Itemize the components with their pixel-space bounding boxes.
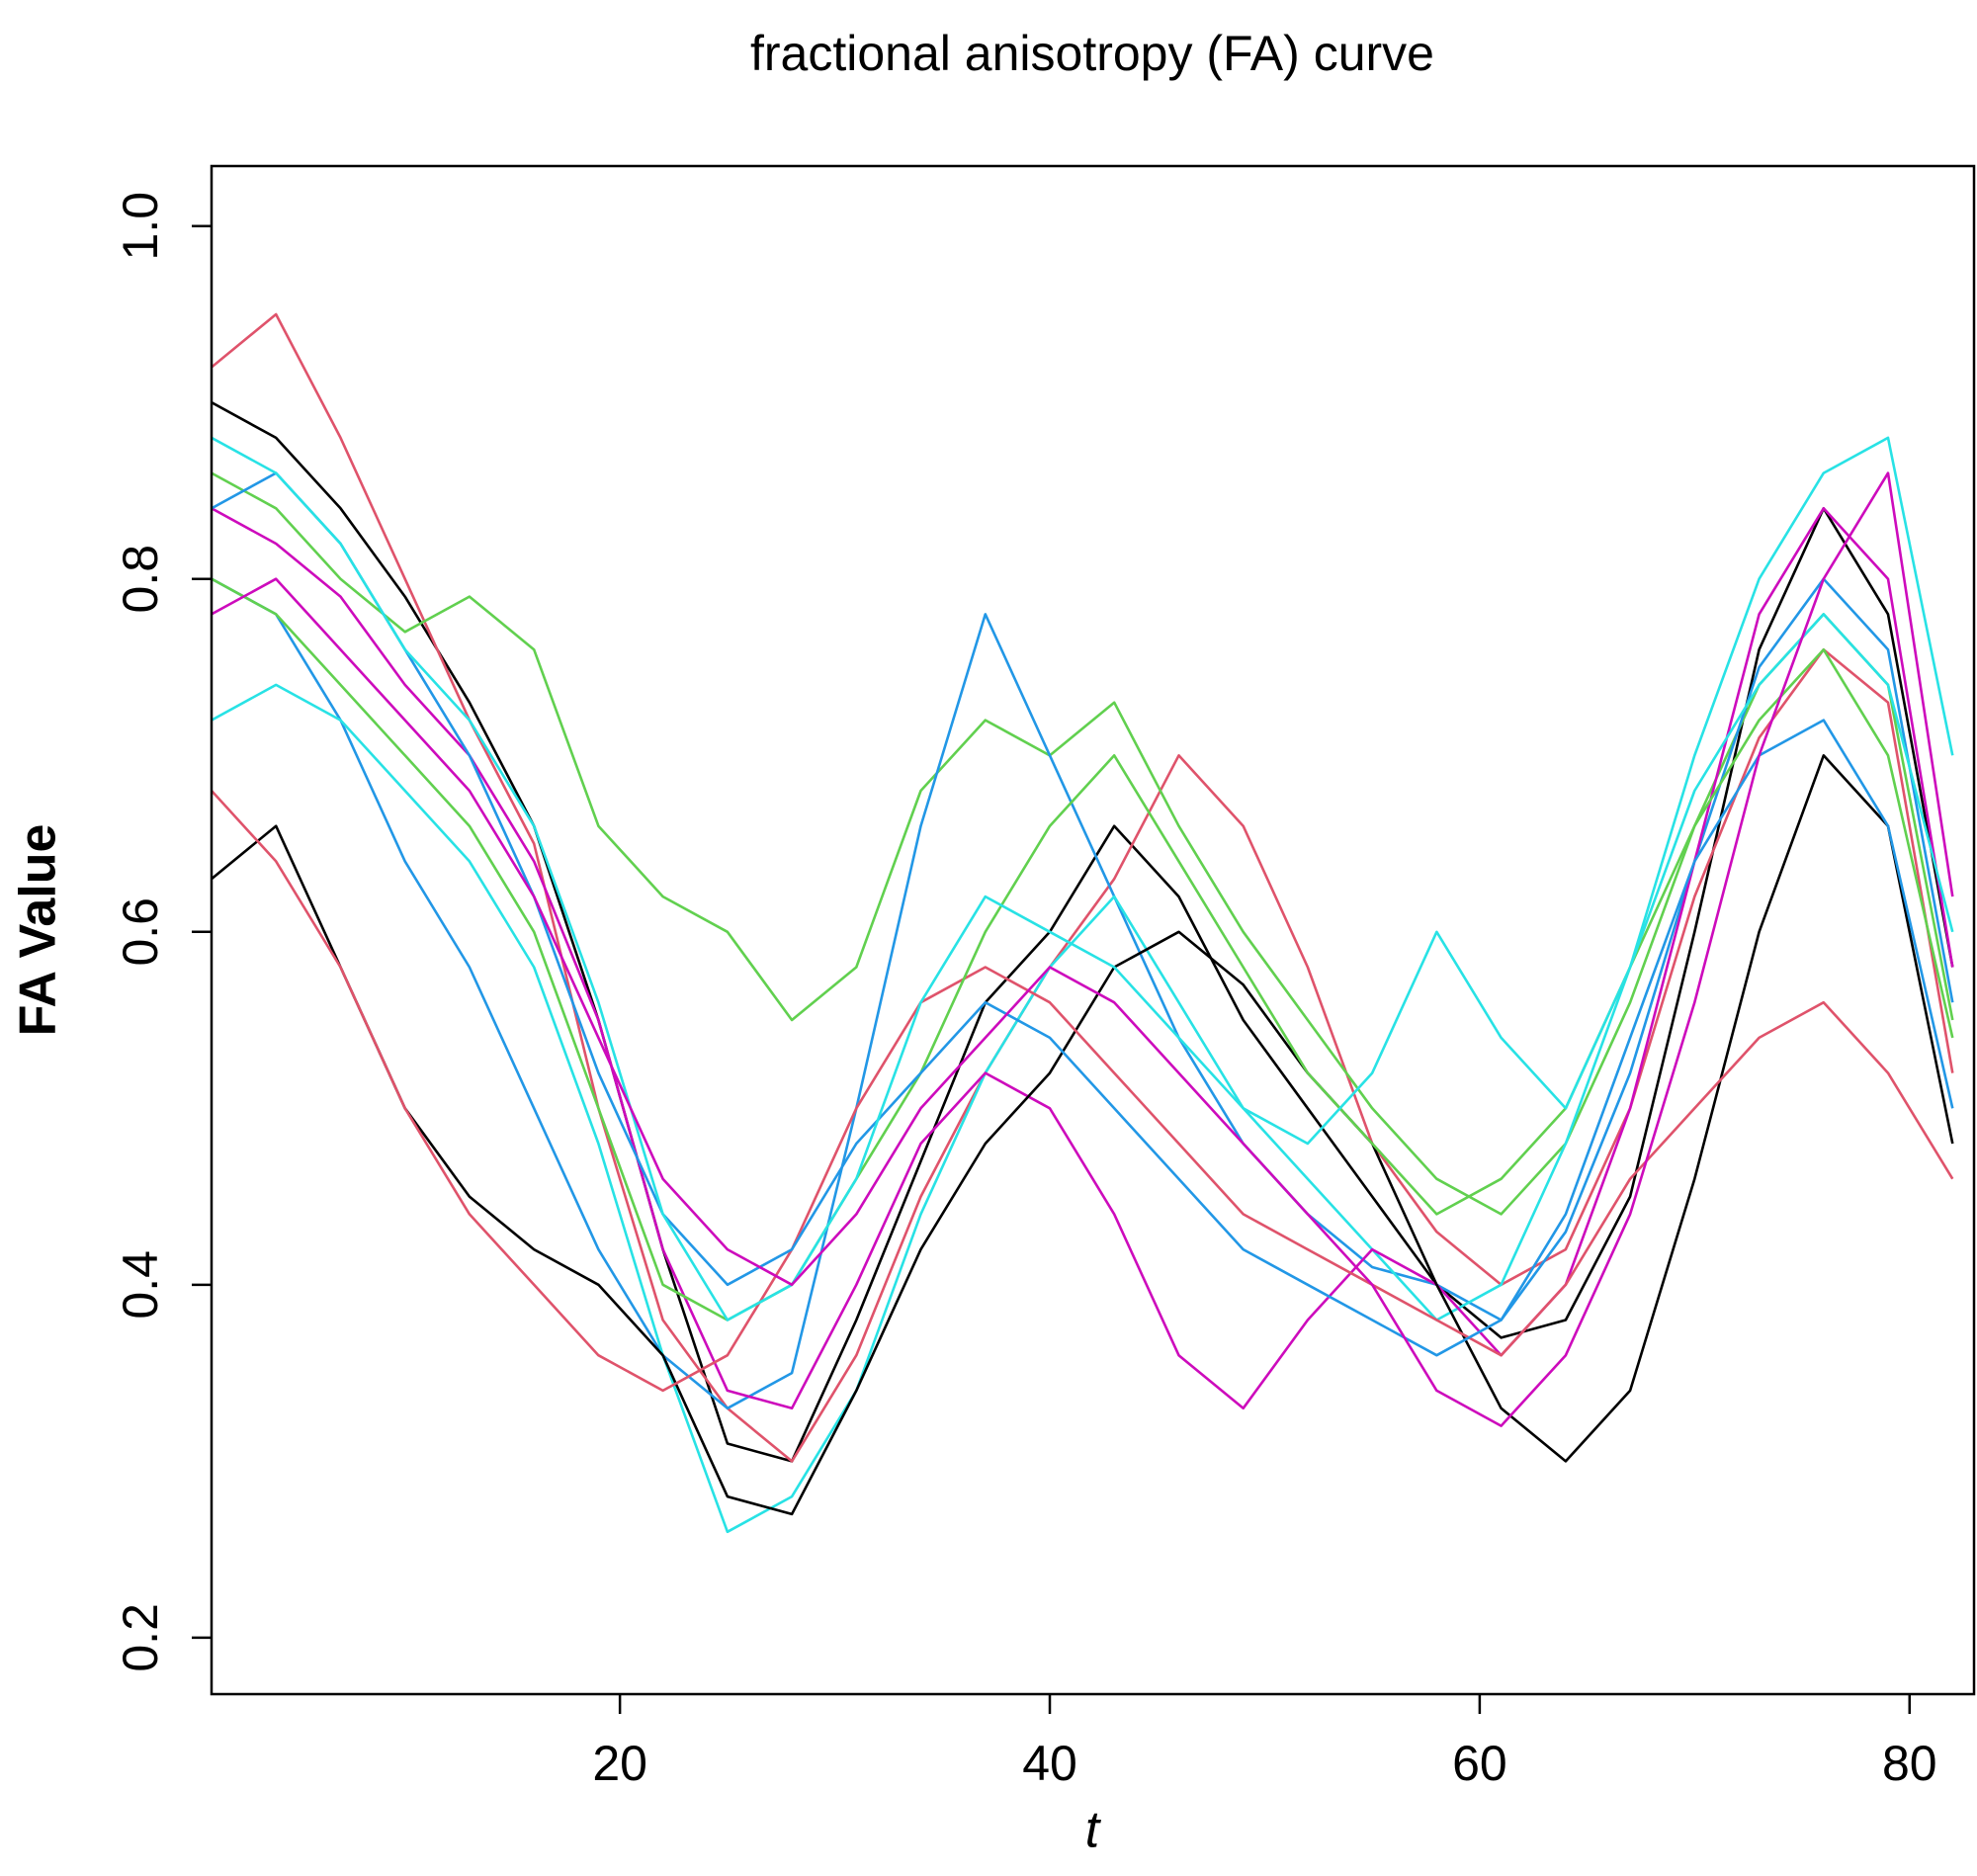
series-line — [212, 471, 1954, 1357]
x-tick-label: 60 — [1452, 1736, 1507, 1791]
series-group — [212, 312, 1954, 1534]
x-tick-label: 20 — [592, 1736, 647, 1791]
y-tick-label: 0.6 — [113, 897, 168, 967]
series-line — [212, 507, 1954, 1410]
x-axis-label: t — [1085, 1802, 1102, 1859]
y-tick-label: 1.0 — [113, 192, 168, 261]
y-axis-label: FA Value — [10, 824, 67, 1037]
series-line — [212, 471, 1954, 1427]
series-line — [212, 754, 1954, 1516]
x-tick-label: 80 — [1882, 1736, 1937, 1791]
chart-title: fractional anisotropy (FA) curve — [750, 26, 1434, 81]
y-tick-label: 0.8 — [113, 545, 168, 614]
series-line — [212, 436, 1954, 1534]
y-tick-label: 0.4 — [113, 1250, 168, 1320]
plot-frame — [210, 164, 1976, 1696]
series-line — [212, 790, 1954, 1393]
series-line — [212, 401, 1954, 1463]
y-tick-label: 0.2 — [113, 1603, 168, 1672]
series-line — [212, 436, 1954, 1322]
series-line — [212, 577, 1954, 1410]
x-tick-label: 40 — [1022, 1736, 1077, 1791]
series-line — [212, 312, 1954, 1463]
series-line — [212, 577, 1954, 1322]
series-line — [212, 471, 1954, 1216]
